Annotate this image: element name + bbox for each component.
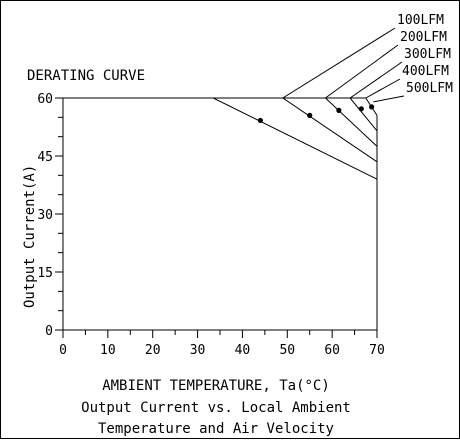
series-label-300lfm: 300LFM (404, 47, 451, 62)
y-tick-label: 0 (45, 324, 53, 339)
x-tick-label: 10 (100, 343, 116, 358)
y-tick-group: 0 15 30 45 60 (37, 92, 63, 339)
y-tick-label: 30 (37, 208, 53, 223)
x-tick-label: 60 (324, 343, 340, 358)
series-label-400lfm: 400LFM (402, 64, 449, 79)
y-tick-label: 60 (37, 92, 53, 107)
series-marker-500lfm (369, 104, 375, 110)
y-tick-label: 15 (37, 266, 53, 281)
caption-line-1: Output Current vs. Local Ambient (81, 400, 351, 416)
series-marker-400lfm (358, 106, 364, 112)
x-axis-label: AMBIENT TEMPERATURE, Ta(°C) (102, 378, 330, 394)
plot-area: 0 15 30 45 60 0 10 20 30 40 50 60 70 100LFM 200LFM 30… (37, 13, 453, 358)
x-tick-label: 20 (145, 343, 161, 358)
x-tick-group: 0 10 20 30 40 50 60 70 (59, 330, 385, 358)
series-label-500lfm: 500LFM (406, 81, 453, 96)
series-leader-500lfm (373, 95, 405, 103)
series-label-200lfm: 200LFM (400, 30, 447, 45)
series-leader-400lfm (365, 78, 401, 99)
x-tick-label: 30 (190, 343, 206, 358)
series-marker-300lfm (336, 107, 342, 113)
x-tick-label: 0 (59, 343, 67, 358)
caption-line-2: Temperature and Air Velocity (98, 421, 334, 437)
series-leader-200lfm (325, 44, 399, 99)
y-axis-label: Output Current(A) (22, 165, 38, 308)
y-tick-label: 45 (37, 150, 53, 165)
legend-labels-group: 100LFM 200LFM 300LFM 400LFM 500LFM (282, 13, 453, 103)
x-tick-label: 50 (279, 343, 295, 358)
x-tick-label: 40 (235, 343, 251, 358)
series-marker-200lfm (307, 112, 313, 118)
series-leader-100lfm (282, 27, 396, 99)
series-label-100lfm: 100LFM (397, 13, 444, 28)
series-leader-300lfm (349, 61, 403, 99)
series-marker-100lfm (257, 117, 263, 124)
x-tick-label: 70 (369, 343, 385, 358)
chart-title: DERATING CURVE (27, 68, 145, 84)
